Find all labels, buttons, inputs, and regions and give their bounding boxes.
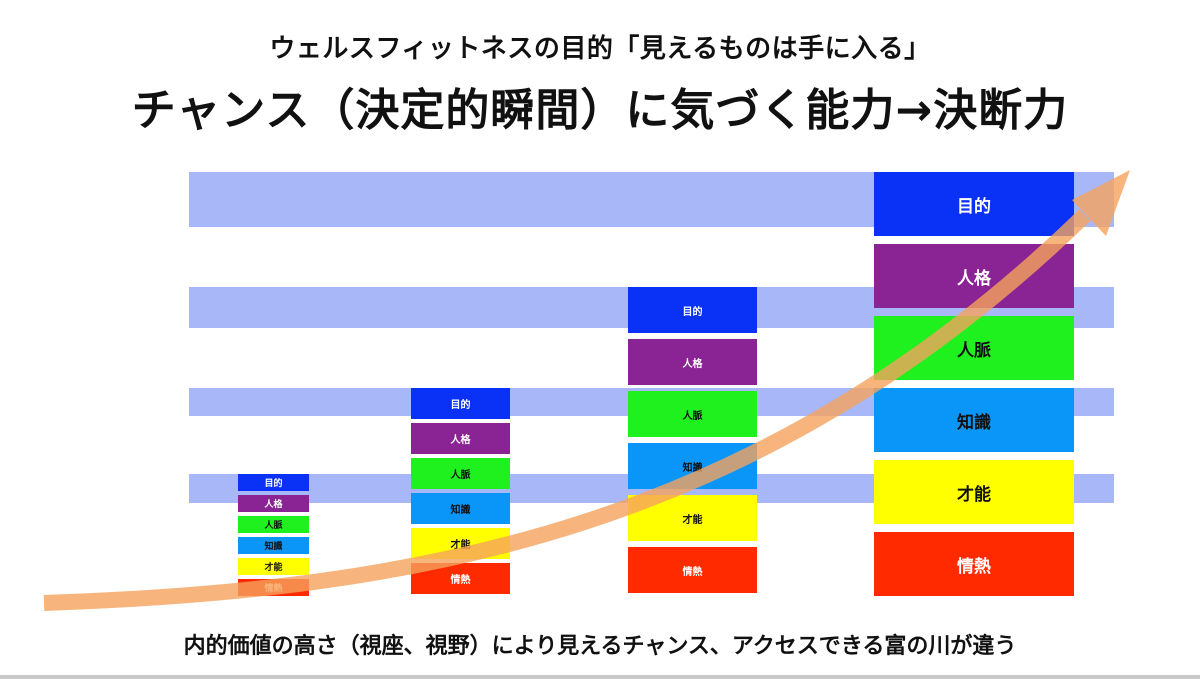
level-block: 目的	[628, 287, 757, 333]
level-block: 人脈	[411, 458, 510, 489]
level-block: 人格	[628, 339, 757, 385]
level-block: 情熱	[238, 579, 309, 596]
level-block: 才能	[874, 460, 1074, 524]
slide-title: チャンス（決定的瞬間）に気づく能力→決断力	[131, 85, 1069, 136]
level-block: 人脈	[628, 391, 757, 437]
level-block: 人脈	[238, 516, 309, 533]
level-block: 目的	[874, 172, 1074, 236]
bottom-divider	[0, 675, 1200, 679]
level-block: 情熱	[628, 547, 757, 593]
level-block: 知識	[238, 537, 309, 554]
level-block: 知識	[628, 443, 757, 489]
level-block: 目的	[411, 388, 510, 419]
level-block: 情熱	[411, 563, 510, 594]
level-block: 才能	[411, 528, 510, 559]
slide-caption: 内的価値の高さ（視座、視野）により見えるチャンス、アクセスできる富の川が違う	[183, 634, 1017, 659]
level-block: 人格	[874, 244, 1074, 308]
level-block: 才能	[628, 495, 757, 541]
level-block: 情熱	[874, 532, 1074, 596]
level-block: 知識	[411, 493, 510, 524]
level-block: 才能	[238, 558, 309, 575]
level-block: 知識	[874, 388, 1074, 452]
level-block: 目的	[238, 474, 309, 491]
level-block: 人脈	[874, 316, 1074, 380]
level-block: 人格	[411, 423, 510, 454]
slide-subtitle: ウェルスフィットネスの目的「見えるものは手に入る」	[269, 34, 931, 64]
level-block: 人格	[238, 495, 309, 512]
